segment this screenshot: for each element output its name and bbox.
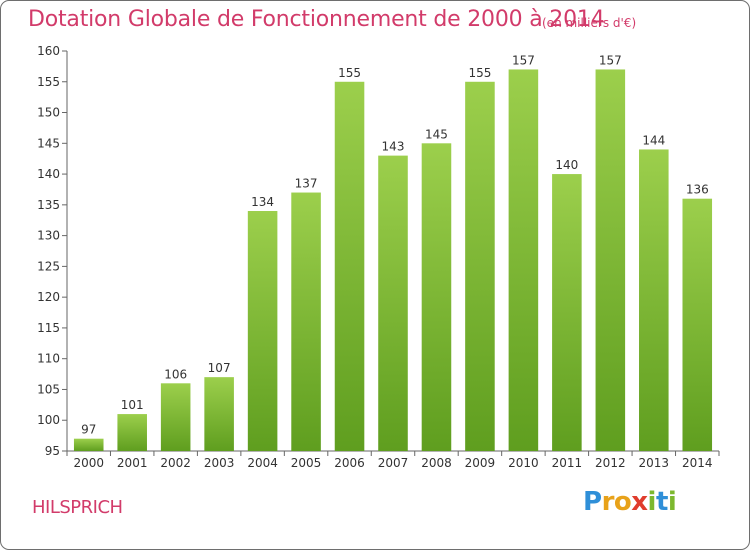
logo-letter: r bbox=[601, 487, 615, 517]
logo-letter: x bbox=[631, 487, 648, 517]
y-tick-label: 160 bbox=[37, 44, 60, 58]
y-tick-label: 155 bbox=[37, 75, 60, 89]
data-label: 97 bbox=[81, 423, 96, 437]
logo-letter: t bbox=[655, 487, 668, 517]
bar-2012 bbox=[595, 69, 626, 451]
data-label: 107 bbox=[208, 361, 231, 375]
data-label: 143 bbox=[382, 140, 405, 154]
logo-letter: P bbox=[583, 487, 602, 517]
data-label: 140 bbox=[555, 158, 578, 172]
bar-2006 bbox=[334, 81, 365, 452]
y-tick-label: 145 bbox=[37, 136, 60, 150]
commune-name: HILSPRICH bbox=[32, 497, 123, 518]
y-tick-label: 135 bbox=[37, 198, 60, 212]
logo-letter: i bbox=[647, 487, 657, 517]
y-tick-label: 120 bbox=[37, 290, 60, 304]
y-tick-label: 150 bbox=[37, 106, 60, 120]
data-label: 157 bbox=[512, 53, 535, 67]
bar-2010 bbox=[508, 69, 539, 451]
bar-2001 bbox=[117, 414, 147, 451]
data-label: 101 bbox=[121, 398, 144, 412]
data-label: 136 bbox=[686, 183, 709, 197]
chart-subtitle: (en milliers d'€) bbox=[542, 16, 637, 30]
value-labels: 97 101 106 107 134 137 155 143 145 155 157 140 157 14… bbox=[81, 53, 709, 436]
bar-2005 bbox=[291, 192, 321, 452]
x-tick-label: 2013 bbox=[639, 456, 670, 470]
data-label: 145 bbox=[425, 127, 448, 141]
proxiti-logo: Proxiti bbox=[583, 487, 677, 517]
data-label: 155 bbox=[338, 66, 361, 80]
bar-2011 bbox=[552, 174, 582, 452]
bars bbox=[73, 69, 713, 452]
y-tick-label: 125 bbox=[37, 259, 60, 273]
x-tick-label: 2008 bbox=[421, 456, 452, 470]
bar-2013 bbox=[639, 149, 669, 451]
y-tick-label: 100 bbox=[37, 413, 60, 427]
x-tick-label: 2004 bbox=[247, 456, 278, 470]
data-label: 134 bbox=[251, 195, 274, 209]
y-tick-label: 130 bbox=[37, 229, 60, 243]
x-tick-label: 2012 bbox=[595, 456, 626, 470]
data-label: 155 bbox=[468, 66, 491, 80]
x-tick-label: 2002 bbox=[160, 456, 191, 470]
x-tick-label: 2000 bbox=[73, 456, 104, 470]
axes: 95 100 105 110 115 120 125 130 135 140 145 150 155 16… bbox=[37, 44, 720, 470]
x-tick-label: 2005 bbox=[291, 456, 322, 470]
data-label: 144 bbox=[642, 133, 665, 147]
chart-title: Dotation Globale de Fonctionnement de 20… bbox=[28, 7, 605, 32]
y-tick-label: 115 bbox=[37, 321, 60, 335]
x-tick-label: 2011 bbox=[552, 456, 583, 470]
bar-2007 bbox=[378, 155, 408, 451]
bar-2009 bbox=[465, 81, 495, 452]
x-tick-label: 2003 bbox=[204, 456, 235, 470]
y-tick-label: 110 bbox=[37, 352, 60, 366]
x-tick-label: 2010 bbox=[508, 456, 539, 470]
data-label: 157 bbox=[599, 53, 622, 67]
data-label: 106 bbox=[164, 367, 187, 381]
bar-2014 bbox=[682, 198, 713, 451]
y-tick-label: 140 bbox=[37, 167, 60, 181]
logo-letter: i bbox=[667, 487, 677, 517]
bar-2002 bbox=[160, 383, 191, 451]
x-tick-label: 2007 bbox=[378, 456, 409, 470]
data-label: 137 bbox=[295, 177, 318, 191]
x-tick-label: 2009 bbox=[465, 456, 496, 470]
x-tick-label: 2001 bbox=[117, 456, 148, 470]
x-tick-label: 2014 bbox=[682, 456, 713, 470]
bar-2003 bbox=[204, 377, 234, 451]
bar-2004 bbox=[247, 211, 278, 451]
bar-2008 bbox=[421, 143, 452, 452]
y-tick-label: 105 bbox=[37, 382, 60, 396]
logo-letter: o bbox=[613, 487, 632, 517]
x-tick-label: 2006 bbox=[334, 456, 365, 470]
y-tick-label: 95 bbox=[45, 444, 60, 458]
bar-2000 bbox=[73, 438, 104, 451]
